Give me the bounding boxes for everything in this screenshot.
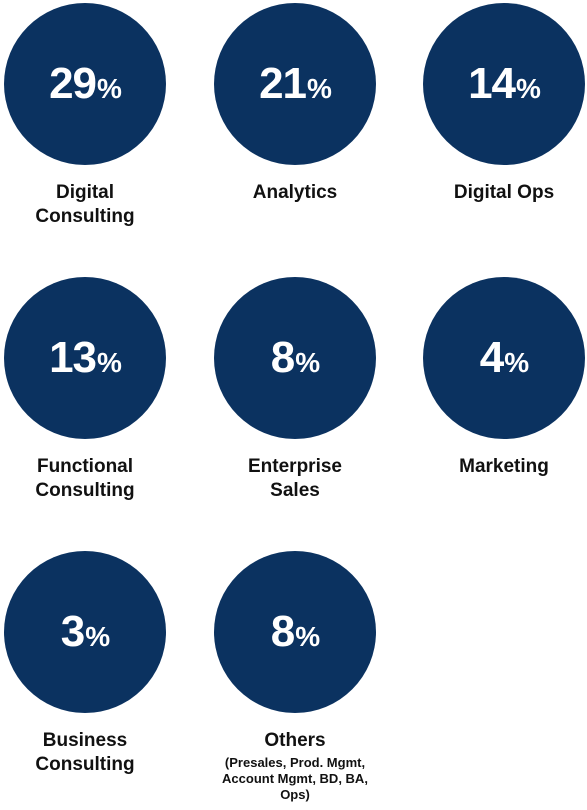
stat-value: 8%	[270, 607, 320, 656]
stat-label: Analytics	[213, 181, 377, 205]
stat-value: 21%	[259, 59, 332, 108]
stat-number: 8	[270, 333, 296, 382]
stat-circle: 14%	[423, 3, 585, 165]
stat-tile: 21% Analytics	[213, 3, 377, 205]
percent-sign: %	[295, 621, 320, 652]
stat-value: 29%	[49, 59, 122, 108]
stat-tile: 8% Others (Presales, Prod. Mgmt, Account M…	[213, 551, 377, 803]
stat-number: 21	[259, 59, 307, 108]
percent-sign: %	[516, 73, 541, 104]
stat-label-line: Consulting	[35, 480, 135, 501]
percent-sign: %	[295, 347, 320, 378]
stat-tile: 13% Functional Consulting	[3, 277, 167, 503]
stat-circle: 29%	[4, 3, 166, 165]
stat-value: 14%	[468, 59, 541, 108]
stat-value: 8%	[270, 333, 320, 382]
stat-number: 3	[60, 607, 86, 656]
stat-label-line: Business	[42, 730, 128, 751]
stat-tile: 4% Marketing	[422, 277, 586, 479]
stat-tile: 3% Business Consulting	[3, 551, 167, 777]
stat-label-line: Consulting	[35, 754, 135, 775]
stat-label: Business Consulting	[3, 729, 167, 777]
stat-sublabel: (Presales, Prod. Mgmt, Account Mgmt, BD,…	[222, 755, 368, 802]
stat-label: Enterprise Sales	[213, 455, 377, 503]
stat-label: Others	[213, 729, 377, 753]
stat-tile: 8% Enterprise Sales	[213, 277, 377, 503]
stat-label: Functional Consulting	[3, 455, 167, 503]
stat-number: 14	[468, 59, 516, 108]
stat-tile: 14% Digital Ops	[422, 3, 586, 205]
stat-label: Digital Ops	[422, 181, 586, 205]
stat-tile: 29% Digital Consulting	[3, 3, 167, 229]
stat-number: 13	[49, 333, 97, 382]
stat-label-line: Sales	[270, 480, 320, 501]
percent-sign: %	[97, 347, 122, 378]
percent-sign: %	[85, 621, 110, 652]
percent-sign: %	[97, 73, 122, 104]
stat-circle: 21%	[214, 3, 376, 165]
stat-label-line: Marketing	[459, 456, 549, 477]
stat-value: 3%	[60, 607, 110, 656]
stat-label: Marketing	[422, 455, 586, 479]
stat-label-line: Digital	[55, 182, 115, 203]
stat-label-line: Analytics	[252, 182, 338, 203]
stat-number: 8	[270, 607, 296, 656]
percent-sign: %	[504, 347, 529, 378]
stat-label-line: Digital Ops	[453, 182, 555, 203]
stat-circle: 13%	[4, 277, 166, 439]
stat-number: 29	[49, 59, 97, 108]
stat-number: 4	[479, 333, 505, 382]
stat-circle: 8%	[214, 551, 376, 713]
stat-label-line: Others	[264, 730, 326, 751]
percent-sign: %	[307, 73, 332, 104]
stat-value: 13%	[49, 333, 122, 382]
stat-label-line: Functional	[36, 456, 134, 477]
stat-label-line: Consulting	[35, 206, 135, 227]
stat-label-line: Enterprise	[248, 456, 342, 477]
stat-value: 4%	[479, 333, 529, 382]
stat-circle: 3%	[4, 551, 166, 713]
stat-label: Digital Consulting	[3, 181, 167, 229]
stat-circle: 4%	[423, 277, 585, 439]
stat-circle: 8%	[214, 277, 376, 439]
